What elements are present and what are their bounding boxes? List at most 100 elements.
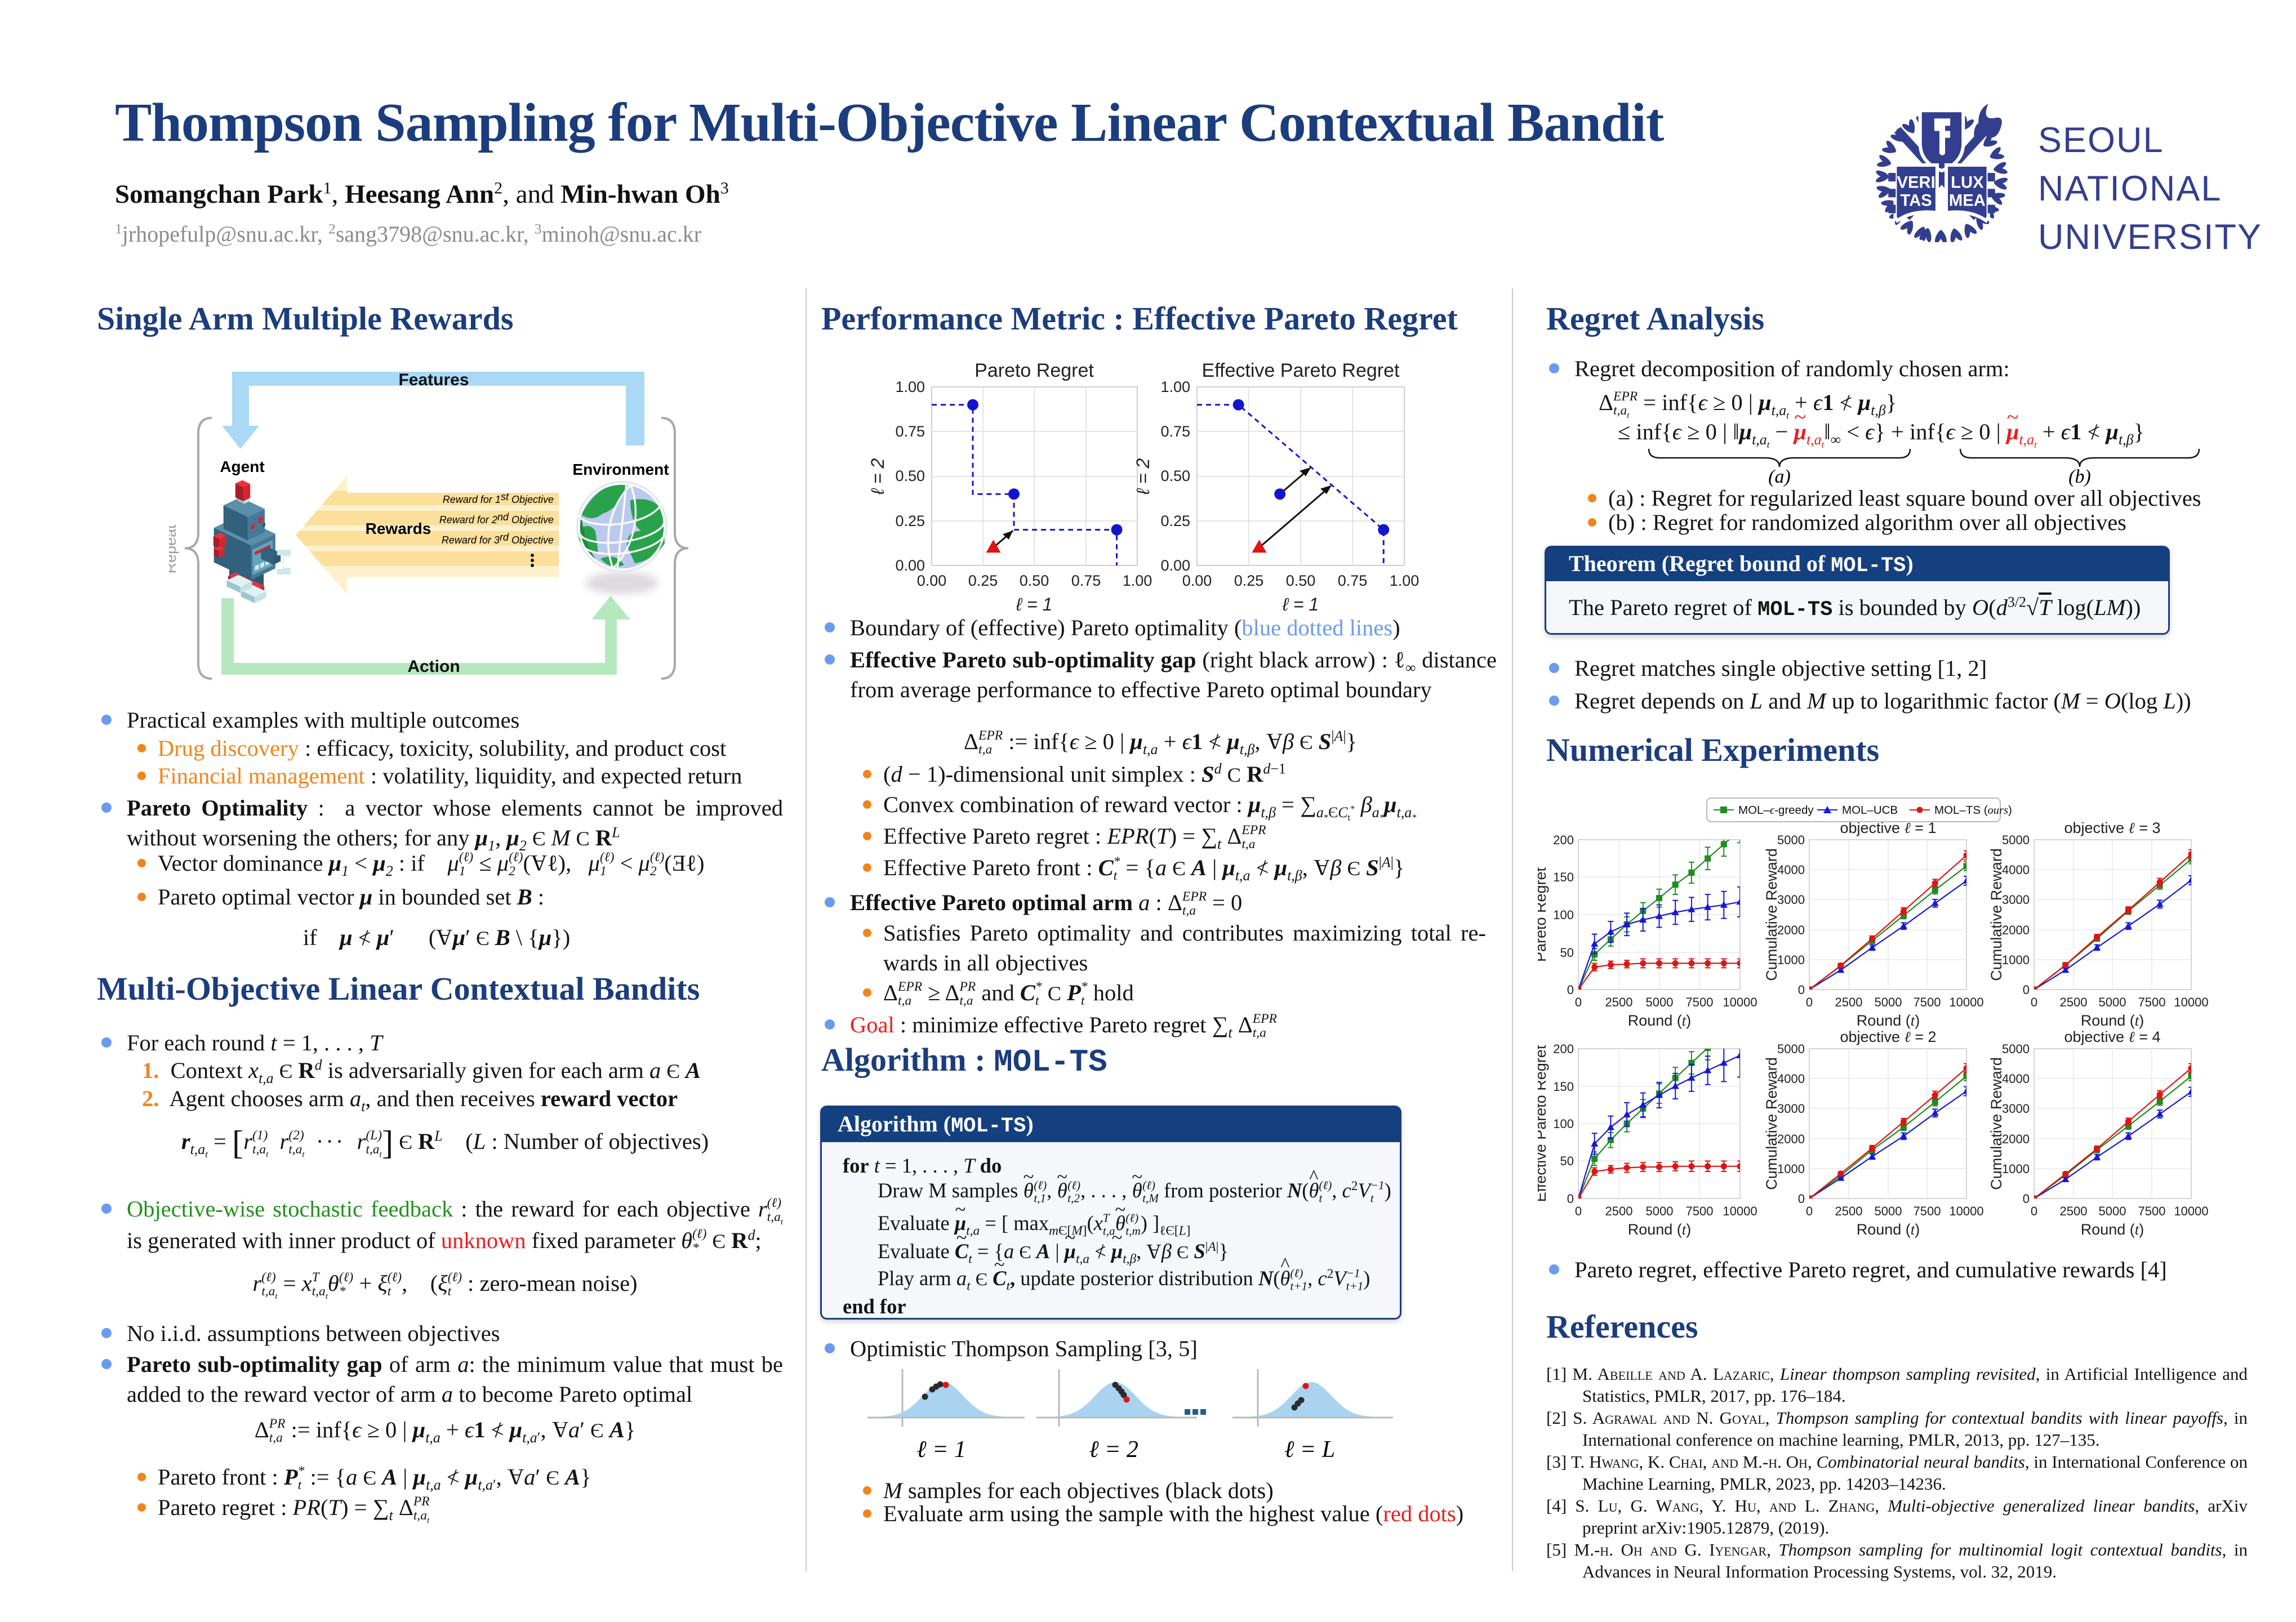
svg-text:ℓ = 2: ℓ = 2 [1089, 1437, 1138, 1463]
svg-text:Action: Action [407, 657, 460, 676]
svg-text:0: 0 [2031, 1204, 2037, 1218]
svg-text:MEA: MEA [1949, 192, 1986, 210]
svg-text:Pareto Regret: Pareto Regret [975, 360, 1094, 381]
svg-text:3000: 3000 [1777, 1102, 1805, 1116]
svg-text:0.25: 0.25 [1234, 572, 1264, 589]
svg-text:100: 100 [1553, 1117, 1574, 1131]
svg-text:MOL–TS (ours): MOL–TS (ours) [1934, 804, 2012, 817]
svg-text:100: 100 [1553, 908, 1574, 922]
svg-text:objective ℓ = 2: objective ℓ = 2 [1840, 1028, 1936, 1045]
svg-text:Effective Pareto Regret: Effective Pareto Regret [1202, 360, 1400, 381]
svg-text:10000: 10000 [2174, 1204, 2208, 1218]
svg-text:VERI: VERI [1897, 173, 1935, 191]
svg-text:50: 50 [1560, 946, 1574, 960]
svg-text:4000: 4000 [2002, 1072, 2030, 1086]
svg-text:MOL–ϵ-greedy: MOL–ϵ-greedy [1738, 804, 1814, 817]
svg-text:4000: 4000 [2002, 863, 2030, 877]
svg-text:7500: 7500 [1914, 995, 1941, 1009]
svg-text:0: 0 [1806, 995, 1813, 1009]
svg-text:Pareto Regret: Pareto Regret [1538, 867, 1549, 962]
svg-text:2500: 2500 [1835, 1204, 1863, 1218]
svg-text:5000: 5000 [2099, 995, 2126, 1009]
svg-text:10000: 10000 [2174, 995, 2208, 1009]
svg-text:0.25: 0.25 [968, 572, 998, 589]
svg-text:2500: 2500 [2060, 995, 2088, 1009]
svg-text:0.75: 0.75 [1071, 572, 1101, 589]
svg-text:2000: 2000 [1777, 923, 1805, 937]
svg-text:7500: 7500 [2138, 1204, 2166, 1218]
svg-text:ℓ = 1: ℓ = 1 [1282, 594, 1319, 614]
svg-text:0.25: 0.25 [1160, 513, 1190, 529]
svg-text:0.00: 0.00 [917, 572, 947, 589]
svg-text:5000: 5000 [2002, 833, 2030, 847]
svg-text:Agent: Agent [220, 458, 264, 475]
svg-text:3000: 3000 [2002, 1102, 2030, 1116]
svg-text:1000: 1000 [2002, 1162, 2030, 1176]
svg-text:5000: 5000 [1777, 833, 1805, 847]
svg-text:0.50: 0.50 [1160, 467, 1190, 484]
svg-text:7500: 7500 [1686, 1204, 1714, 1218]
svg-text:0.50: 0.50 [1286, 572, 1316, 589]
svg-text:1000: 1000 [1777, 1162, 1805, 1176]
svg-text:0: 0 [1798, 1192, 1805, 1206]
svg-text:MOL–UCB: MOL–UCB [1842, 804, 1898, 817]
svg-text:7500: 7500 [2138, 995, 2166, 1009]
svg-text:4000: 4000 [1777, 1072, 1805, 1086]
svg-text:2500: 2500 [2060, 1204, 2088, 1218]
svg-text:0: 0 [1575, 1204, 1582, 1218]
svg-text:10000: 10000 [1949, 995, 1983, 1009]
svg-text:TAS: TAS [1901, 192, 1932, 210]
svg-text:150: 150 [1553, 1080, 1574, 1094]
svg-text:1.00: 1.00 [895, 378, 925, 395]
svg-text:Cumulative Reward: Cumulative Reward [1763, 1057, 1780, 1190]
svg-text:10000: 10000 [1723, 995, 1757, 1009]
svg-text:Repeat: Repeat [169, 524, 179, 574]
svg-text:0.00: 0.00 [895, 557, 925, 574]
svg-text:0: 0 [1798, 983, 1805, 997]
svg-text:3000: 3000 [2002, 893, 2030, 907]
svg-text:1000: 1000 [1777, 953, 1805, 967]
svg-text:0: 0 [2023, 983, 2030, 997]
svg-text:objective ℓ = 3: objective ℓ = 3 [2064, 819, 2160, 836]
svg-text:1000: 1000 [2002, 953, 2030, 967]
svg-text:Round (t): Round (t) [1857, 1221, 1920, 1238]
svg-text:2000: 2000 [2002, 923, 2030, 937]
svg-text:0.75: 0.75 [895, 423, 925, 440]
svg-text:1.00: 1.00 [1390, 572, 1420, 589]
svg-text:Rewards: Rewards [366, 520, 431, 537]
svg-text:(b): (b) [2068, 466, 2091, 487]
svg-text:200: 200 [1553, 1042, 1574, 1056]
svg-text:Round (t): Round (t) [2081, 1012, 2144, 1029]
svg-text:Environment: Environment [572, 461, 669, 478]
svg-text:200: 200 [1553, 833, 1574, 847]
svg-text:objective ℓ = 4: objective ℓ = 4 [2064, 1028, 2160, 1045]
svg-text:0: 0 [1575, 995, 1582, 1009]
svg-text:5000: 5000 [1875, 1204, 1902, 1218]
svg-text:1.00: 1.00 [1160, 378, 1190, 395]
svg-text:LUX: LUX [1951, 173, 1984, 191]
svg-text:0.75: 0.75 [1338, 572, 1368, 589]
svg-text:0.00: 0.00 [1160, 557, 1190, 574]
svg-text:1.00: 1.00 [1123, 572, 1153, 589]
svg-text:Effective Pareto Regret: Effective Pareto Regret [1538, 1045, 1549, 1202]
svg-text:2500: 2500 [1605, 1204, 1633, 1218]
svg-text:Cumulative Reward: Cumulative Reward [1988, 848, 2005, 981]
svg-text:0.75: 0.75 [1160, 423, 1190, 440]
svg-text:0: 0 [1567, 1192, 1574, 1206]
svg-text:3000: 3000 [1777, 893, 1805, 907]
svg-text:Round (t): Round (t) [1628, 1221, 1692, 1238]
svg-text:10000: 10000 [1723, 1204, 1757, 1218]
svg-text:5000: 5000 [1777, 1042, 1805, 1056]
svg-text:Round (t): Round (t) [2081, 1221, 2144, 1238]
svg-text:(a): (a) [1768, 466, 1791, 487]
svg-text:2000: 2000 [1777, 1132, 1805, 1146]
svg-text:2000: 2000 [2002, 1132, 2030, 1146]
svg-text:ℓ = 2: ℓ = 2 [867, 458, 888, 495]
svg-text:2500: 2500 [1835, 995, 1863, 1009]
svg-text:0: 0 [2023, 1192, 2030, 1206]
svg-text:Features: Features [398, 371, 469, 389]
svg-text:0: 0 [2031, 995, 2037, 1009]
svg-text:5000: 5000 [2099, 1204, 2126, 1218]
svg-text:150: 150 [1553, 870, 1574, 884]
svg-text:Round (t): Round (t) [1857, 1012, 1920, 1029]
